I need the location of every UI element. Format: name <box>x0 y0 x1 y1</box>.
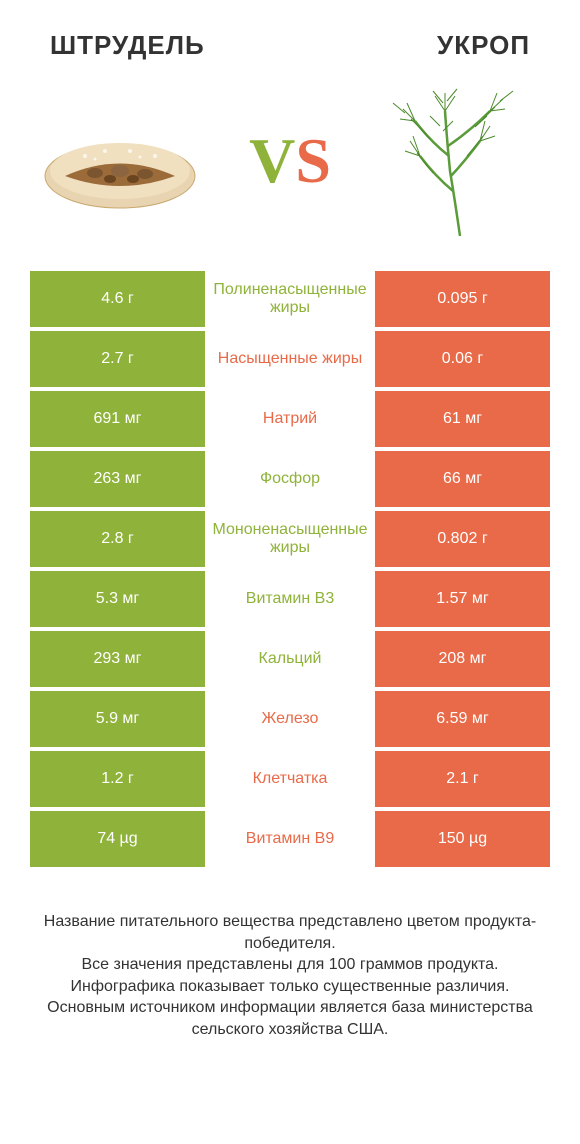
footer-line: Название питательного вещества представл… <box>30 911 550 954</box>
left-value: 74 µg <box>30 811 205 867</box>
right-value: 2.1 г <box>375 751 550 807</box>
table-row: 293 мг Кальций 208 мг <box>30 631 550 687</box>
nutrient-label: Кальций <box>205 631 375 687</box>
nutrient-label: Натрий <box>205 391 375 447</box>
nutrient-label: Мононенасыщенные жиры <box>205 511 375 567</box>
right-value: 66 мг <box>375 451 550 507</box>
nutrient-label: Полиненасыщенные жиры <box>205 271 375 327</box>
dill-icon <box>370 86 550 236</box>
left-value: 5.3 мг <box>30 571 205 627</box>
footer: Название питательного вещества представл… <box>0 871 580 1041</box>
left-value: 293 мг <box>30 631 205 687</box>
right-value: 1.57 мг <box>375 571 550 627</box>
images-row: VS <box>0 71 580 271</box>
table-row: 4.6 г Полиненасыщенные жиры 0.095 г <box>30 271 550 327</box>
left-value: 4.6 г <box>30 271 205 327</box>
right-value: 208 мг <box>375 631 550 687</box>
right-value: 0.06 г <box>375 331 550 387</box>
vs-v: V <box>249 125 295 196</box>
footer-line: Инфографика показывает только существенн… <box>30 976 550 998</box>
table-row: 691 мг Натрий 61 мг <box>30 391 550 447</box>
right-value: 6.59 мг <box>375 691 550 747</box>
nutrition-table: 4.6 г Полиненасыщенные жиры 0.095 г 2.7 … <box>0 271 580 867</box>
nutrient-label: Насыщенные жиры <box>205 331 375 387</box>
left-value: 691 мг <box>30 391 205 447</box>
table-row: 263 мг Фосфор 66 мг <box>30 451 550 507</box>
table-row: 5.9 мг Железо 6.59 мг <box>30 691 550 747</box>
nutrient-label: Витамин B9 <box>205 811 375 867</box>
nutrient-label: Витамин B3 <box>205 571 375 627</box>
header: ШТРУДЕЛЬ УКРОП <box>0 0 580 71</box>
table-row: 2.7 г Насыщенные жиры 0.06 г <box>30 331 550 387</box>
nutrient-label: Клетчатка <box>205 751 375 807</box>
left-value: 2.8 г <box>30 511 205 567</box>
right-value: 0.802 г <box>375 511 550 567</box>
left-value: 2.7 г <box>30 331 205 387</box>
nutrient-label: Фосфор <box>205 451 375 507</box>
vs-s: S <box>295 125 331 196</box>
right-title: УКРОП <box>437 30 530 61</box>
table-row: 2.8 г Мононенасыщенные жиры 0.802 г <box>30 511 550 567</box>
table-row: 5.3 мг Витамин B3 1.57 мг <box>30 571 550 627</box>
vs-label: VS <box>249 124 331 198</box>
left-value: 5.9 мг <box>30 691 205 747</box>
left-title: ШТРУДЕЛЬ <box>50 30 205 61</box>
right-value: 0.095 г <box>375 271 550 327</box>
table-row: 74 µg Витамин B9 150 µg <box>30 811 550 867</box>
right-value: 150 µg <box>375 811 550 867</box>
left-value: 1.2 г <box>30 751 205 807</box>
footer-line: Все значения представлены для 100 граммо… <box>30 954 550 976</box>
right-value: 61 мг <box>375 391 550 447</box>
footer-line: Основным источником информации является … <box>30 997 550 1040</box>
table-row: 1.2 г Клетчатка 2.1 г <box>30 751 550 807</box>
left-value: 263 мг <box>30 451 205 507</box>
strudel-icon <box>30 86 210 236</box>
nutrient-label: Железо <box>205 691 375 747</box>
